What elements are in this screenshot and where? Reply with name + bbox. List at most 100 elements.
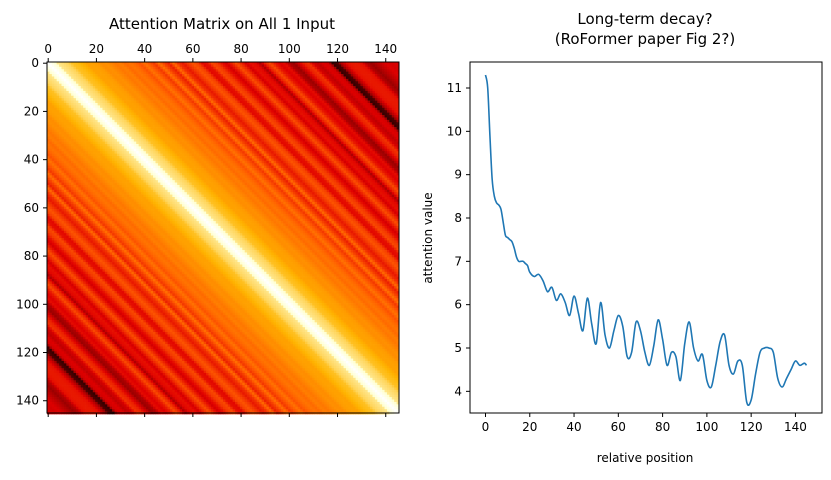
heatmap-cell [250,110,253,113]
heatmap-cell [252,130,255,133]
heatmap-cell [163,93,166,96]
heatmap-cell [360,84,363,87]
heatmap-cell [233,113,236,116]
heatmap-cell [298,108,301,111]
heatmap-cell [348,67,351,70]
heatmap-cell [305,122,308,125]
heatmap-cell [223,76,226,79]
heatmap-cell [385,89,388,92]
heatmap-cell [259,89,262,92]
heatmap-cell [288,120,291,123]
heatmap-cell [66,120,69,123]
heatmap-cell [170,125,173,128]
heatmap-cell [394,89,397,92]
heatmap-cell [98,144,101,147]
heatmap-cell [172,142,175,145]
heatmap-cell [291,125,294,128]
heatmap-cell [336,69,339,72]
heatmap-cell [221,96,224,99]
heatmap-cell [93,137,96,140]
heatmap-cell [54,84,57,87]
heatmap-cell [160,125,163,128]
heatmap-cell [124,67,127,70]
heatmap-cell [134,115,137,118]
heatmap-cell [303,86,306,89]
heatmap-cell [177,84,180,87]
heatmap-cell [206,101,209,104]
heatmap-cell [69,91,72,94]
heatmap-cell [264,86,267,89]
heatmap-cell [264,84,267,87]
heatmap-cell [153,108,156,111]
heatmap-cell [370,91,373,94]
heatmap-cell [182,142,185,145]
heatmap-cell [305,103,308,106]
heatmap-cell [88,74,91,77]
heatmap-cell [102,110,105,113]
heatmap-cell [274,101,277,104]
heatmap-cell [291,115,294,118]
heatmap-cell [139,89,142,92]
heatmap-cell [329,101,332,104]
heatmap-cell [175,93,178,96]
heatmap-cell [271,120,274,123]
heatmap-cell [163,86,166,89]
heatmap-cell [223,91,226,94]
heatmap-cell [317,81,320,84]
heatmap-cell [129,115,132,118]
heatmap-cell [223,115,226,118]
heatmap-cell [264,76,267,79]
heatmap-cell [175,91,178,94]
heatmap-cell [158,96,161,99]
heatmap-cell [368,130,371,133]
heatmap-cell [262,81,265,84]
heatmap-cell [105,69,108,72]
heatmap-cell [112,144,115,147]
heatmap-cell [187,110,190,113]
heatmap-cell [146,86,149,89]
heatmap-cell [247,108,250,111]
heatmap-cell [221,86,224,89]
heatmap-cell [182,127,185,130]
heatmap-cell [298,89,301,92]
heatmap-cell [59,110,62,113]
heatmap-cell [216,134,219,137]
heatmap-cell [336,79,339,82]
heatmap-cell [262,69,265,72]
heatmap-cell [177,117,180,120]
heatmap-cell [172,84,175,87]
heatmap-cell [74,120,77,123]
heatmap-cell [274,89,277,92]
heatmap-cell [112,132,115,135]
heatmap-cell [331,139,334,142]
heatmap-cell [339,108,342,111]
heatmap-cell [76,103,79,106]
heatmap-cell [242,69,245,72]
heatmap-cell [98,122,101,125]
heatmap-cell [237,127,240,130]
heatmap-cell [331,91,334,94]
heatmap-cell [127,91,130,94]
heatmap-cell [146,120,149,123]
heatmap-cell [394,108,397,111]
heatmap-cell [351,76,354,79]
heatmap-cell [298,76,301,79]
heatmap-cell [250,117,253,120]
heatmap-cell [74,96,77,99]
heatmap-cell [52,125,55,128]
heatmap-cell [252,125,255,128]
heatmap-cell [264,142,267,145]
heatmap-cell [95,117,98,120]
heatmap-cell [377,139,380,142]
heatmap-cell [90,125,93,128]
heatmap-cell [242,127,245,130]
heatmap-cell [129,110,132,113]
heatmap-cell [327,132,330,135]
heatmap-cell [278,81,281,84]
heatmap-cell [382,76,385,79]
heatmap-cell [250,115,253,118]
heatmap-cell [307,67,310,70]
heatmap-cell [136,96,139,99]
heatmap-cell [274,69,277,72]
heatmap-cell [252,142,255,145]
